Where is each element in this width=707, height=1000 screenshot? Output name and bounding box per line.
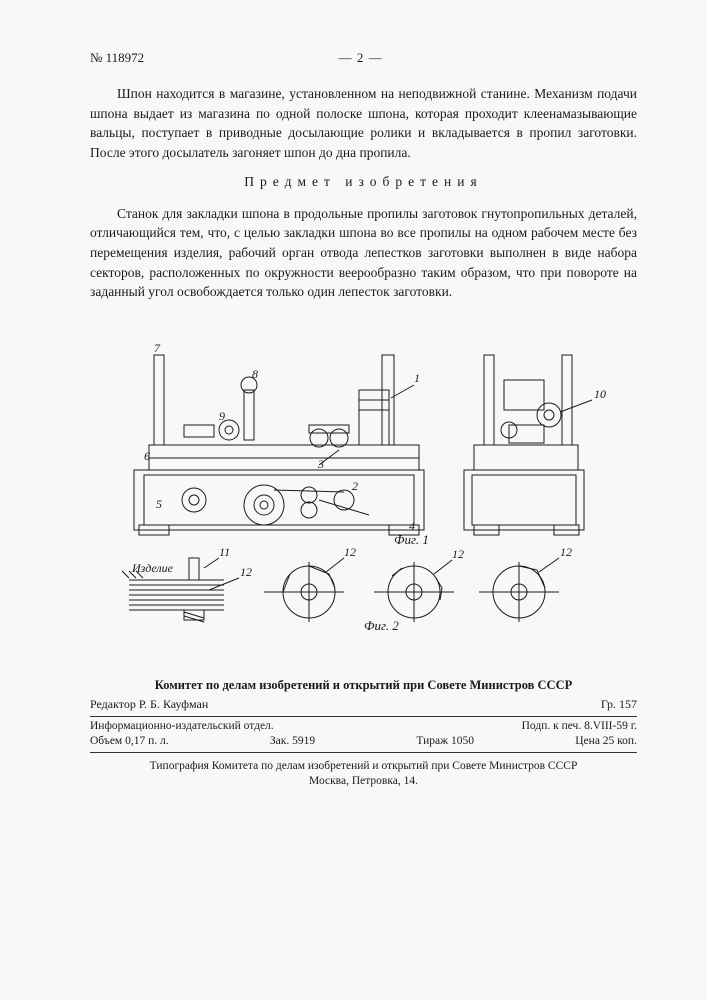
callout-5: 5 — [156, 497, 162, 511]
section-title: Предмет изобретения — [90, 172, 637, 192]
body-text: Шпон находится в магазине, установленном… — [90, 84, 637, 302]
callout-7: 7 — [154, 341, 161, 355]
callout-8: 8 — [252, 367, 258, 381]
callout-12a: 12 — [240, 565, 252, 579]
pubinfo: Информационно-издательский отдел. Подп. … — [90, 719, 637, 750]
callout-6: 6 — [144, 449, 150, 463]
callout-11: 11 — [219, 545, 230, 559]
page: № 118972 — 2 — Шпон находится в магазине… — [0, 0, 707, 1000]
paragraph-1: Шпон находится в магазине, установленном… — [90, 84, 637, 162]
pubinfo-date: Подп. к печ. 8.VIII-59 г. — [522, 719, 637, 735]
figure-block: 7 6 5 9 8 3 2 1 4 10 11 12 12 12 12 Изде… — [90, 330, 637, 630]
footer-line2: Москва, Петровка, 14. — [90, 774, 637, 789]
group-code: Гр. 157 — [601, 697, 637, 712]
pubinfo-dept: Информационно-издательский отдел. — [90, 719, 274, 735]
editor-name: Редактор Р. Б. Кауфман — [90, 697, 208, 712]
callout-1: 1 — [414, 371, 420, 385]
callout-12b: 12 — [344, 545, 356, 559]
patent-drawing: 7 6 5 9 8 3 2 1 4 10 11 12 12 12 12 Изде… — [114, 330, 614, 630]
callout-4: 4 — [409, 519, 415, 533]
callout-3: 3 — [317, 457, 324, 471]
callout-9: 9 — [219, 409, 225, 423]
paragraph-2: Станок для закладки шпона в продольные п… — [90, 204, 637, 302]
fig2-label: Фиг. 2 — [364, 618, 399, 630]
fig1-label: Фиг. 1 — [394, 532, 429, 547]
page-header: № 118972 — 2 — — [90, 50, 637, 66]
pubinfo-tirage: Тираж 1050 — [416, 734, 474, 750]
footer-line1: Типография Комитета по делам изобретений… — [90, 759, 637, 774]
divider-2 — [90, 752, 637, 753]
callout-12d: 12 — [560, 545, 572, 559]
callout-2: 2 — [352, 479, 358, 493]
pubinfo-volume: Объем 0,17 п. л. — [90, 734, 169, 750]
footer-address: Типография Комитета по делам изобретений… — [90, 759, 637, 789]
callout-10: 10 — [594, 387, 606, 401]
page-marker: — 2 — — [339, 50, 383, 66]
divider-1 — [90, 716, 637, 717]
izdelie-label: Изделие — [131, 561, 174, 575]
callout-12c: 12 — [452, 547, 464, 561]
committee-line: Комитет по делам изобретений и открытий … — [90, 678, 637, 693]
doc-number: № 118972 — [90, 50, 144, 66]
pubinfo-price: Цена 25 коп. — [575, 734, 637, 750]
pubinfo-order: Зак. 5919 — [270, 734, 315, 750]
editor-row: Редактор Р. Б. Кауфман Гр. 157 — [90, 697, 637, 712]
